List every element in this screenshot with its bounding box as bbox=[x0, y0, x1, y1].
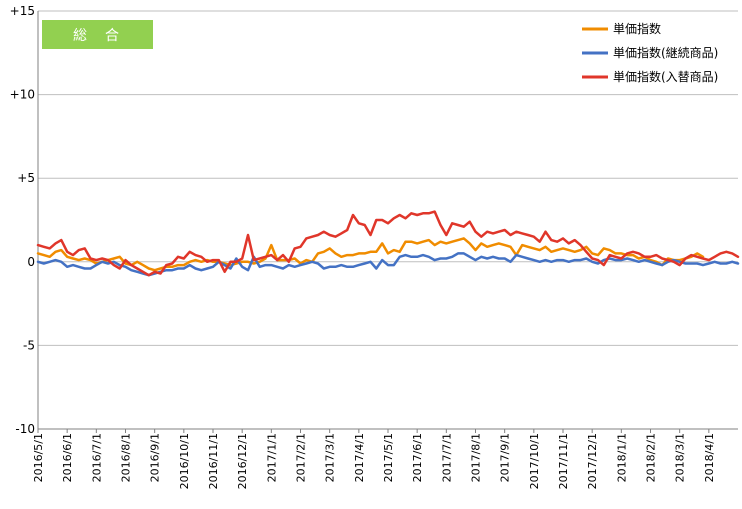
x-tick-label: 2017/7/1 bbox=[440, 433, 453, 482]
x-tick-label: 2017/12/1 bbox=[586, 433, 599, 489]
x-tick-label: 2017/6/1 bbox=[411, 433, 424, 482]
y-axis: +15 +10 +5 0 -5 -10 bbox=[10, 4, 39, 436]
x-tick-label: 2017/5/1 bbox=[382, 433, 395, 482]
series-line-2 bbox=[36, 210, 740, 277]
series-line-1 bbox=[36, 252, 740, 277]
x-tick-label: 2017/10/1 bbox=[528, 433, 541, 489]
series-lines bbox=[36, 210, 740, 277]
x-tick-label: 2016/8/1 bbox=[120, 433, 133, 482]
x-tick-label: 2017/8/1 bbox=[470, 433, 483, 482]
x-axis: 2016/5/1 2016/6/1 2016/7/1 2016/8/1 2016/9/1… bbox=[32, 428, 738, 489]
y-tick-label: -10 bbox=[15, 422, 35, 436]
y-tick-label: -5 bbox=[23, 338, 35, 352]
x-tick-label: 2017/1/1 bbox=[265, 433, 278, 482]
y-tick-label: 0 bbox=[27, 255, 35, 269]
legend-label-0: 単価指数 bbox=[613, 21, 661, 36]
x-tick-label: 2018/2/1 bbox=[645, 433, 658, 482]
x-tick-label: 2017/3/1 bbox=[324, 433, 337, 482]
x-tick-label: 2016/5/1 bbox=[32, 433, 45, 482]
y-tick-label: +10 bbox=[10, 88, 35, 102]
y-tick-label: +5 bbox=[17, 171, 35, 185]
x-tick-label: 2017/11/1 bbox=[557, 433, 570, 489]
x-tick-label: 2017/9/1 bbox=[499, 433, 512, 482]
legend-label-1: 単価指数(継続商品) bbox=[613, 45, 718, 60]
x-tick-label: 2016/10/1 bbox=[178, 433, 191, 489]
x-tick-label: 2016/7/1 bbox=[90, 433, 103, 482]
badge: 総 合 bbox=[42, 20, 153, 49]
x-tick-label: 2017/4/1 bbox=[353, 433, 366, 482]
x-tick-label: 2016/12/1 bbox=[236, 433, 249, 489]
x-tick-label: 2018/1/1 bbox=[615, 433, 628, 482]
x-tick-label: 2018/3/1 bbox=[674, 433, 687, 482]
legend-label-2: 単価指数(入替商品) bbox=[613, 69, 718, 84]
x-tick-label: 2017/2/1 bbox=[295, 433, 308, 482]
badge-label: 総 合 bbox=[73, 28, 121, 44]
series-line-0 bbox=[36, 237, 705, 272]
x-tick-label: 2016/6/1 bbox=[61, 433, 74, 482]
x-tick-label: 2016/9/1 bbox=[149, 433, 162, 482]
badge-background bbox=[42, 20, 153, 49]
x-tick-label: 2016/11/1 bbox=[207, 433, 220, 489]
y-tick-label: +15 bbox=[10, 4, 35, 18]
x-tick-label: 2018/4/1 bbox=[703, 433, 716, 482]
